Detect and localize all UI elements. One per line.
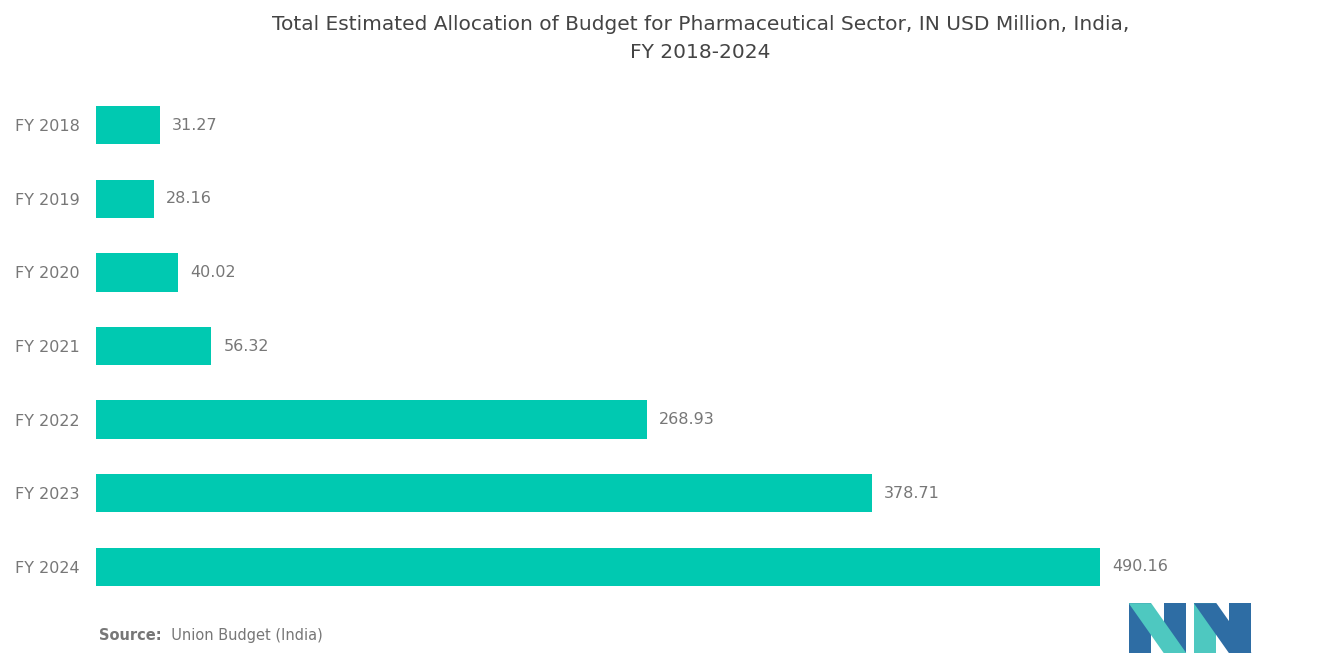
Bar [96, 180, 153, 218]
Text: Union Budget (India): Union Budget (India) [162, 628, 323, 643]
Text: Source:: Source: [99, 628, 161, 643]
Bar [96, 253, 178, 291]
Text: 490.16: 490.16 [1113, 559, 1168, 574]
Text: 28.16: 28.16 [166, 192, 211, 206]
Polygon shape [1193, 603, 1251, 653]
Text: 40.02: 40.02 [190, 265, 236, 280]
Polygon shape [1164, 603, 1187, 653]
Bar [96, 400, 647, 439]
Bar [96, 474, 873, 512]
Bar [96, 327, 211, 365]
Polygon shape [1193, 603, 1216, 653]
Polygon shape [1129, 603, 1151, 653]
Text: 31.27: 31.27 [172, 118, 218, 133]
Polygon shape [1229, 603, 1251, 653]
Bar [96, 106, 160, 144]
Text: 56.32: 56.32 [223, 338, 269, 354]
Text: 268.93: 268.93 [659, 412, 715, 427]
Text: 378.71: 378.71 [884, 485, 940, 501]
Bar [96, 547, 1101, 586]
Polygon shape [1129, 603, 1187, 653]
Title: Total Estimated Allocation of Budget for Pharmaceutical Sector, IN USD Million, : Total Estimated Allocation of Budget for… [272, 15, 1129, 62]
